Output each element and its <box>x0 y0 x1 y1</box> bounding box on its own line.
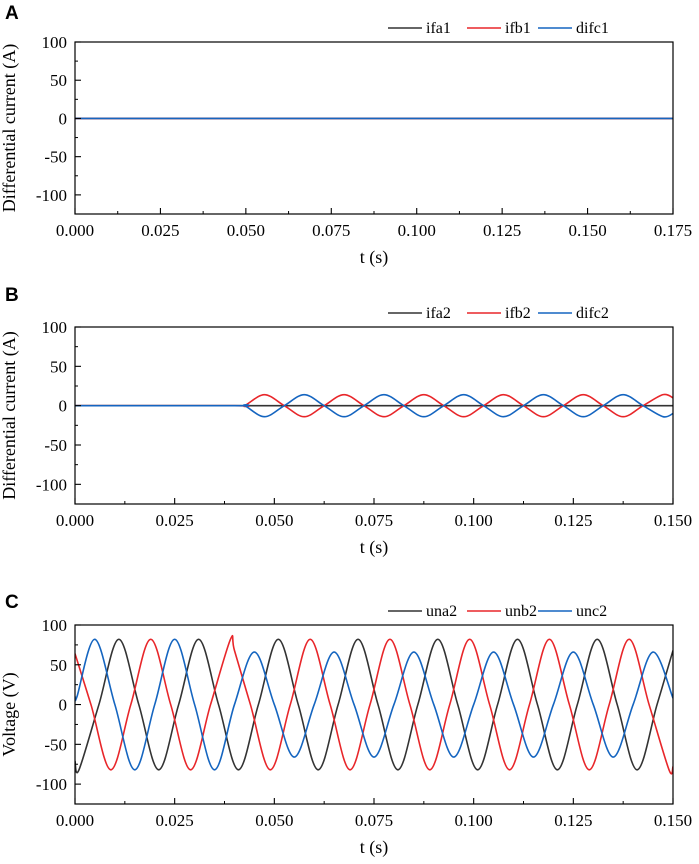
series-line-una2 <box>75 638 673 774</box>
plot-frame <box>74 41 674 215</box>
y-tick-label: 100 <box>42 318 68 337</box>
legend: ifa2 ifb2 difc2 <box>388 305 609 322</box>
x-tick-label: 0.050 <box>227 221 265 240</box>
legend-label-ifa1: ifa1 <box>426 20 451 37</box>
y-axis-title: Voltage (V) <box>0 672 20 756</box>
x-tick-label: 0.100 <box>398 221 436 240</box>
x-tick-label: 0.100 <box>455 511 493 530</box>
y-tick-label: 0 <box>59 696 68 715</box>
y-tick-label: 0 <box>59 109 68 128</box>
legend-label-ifb2: ifb2 <box>505 305 531 322</box>
series-line-difc2 <box>75 393 673 418</box>
chart-panel-b: B 0.000 0.025 0.050 0.075 0.100 0.125 0.150 100 5… <box>0 285 692 558</box>
chart-panel-c: C 0.000 0.025 0.050 0.075 0.100 0.125 0.150 100 5… <box>0 592 692 858</box>
x-tick-label: 0.125 <box>483 221 521 240</box>
legend-label-ifa2: ifa2 <box>426 305 451 322</box>
chart-panel-a: A 0.000 0.025 0.050 0.075 0.100 0.125 0.150 0.17… <box>0 3 692 268</box>
y-tick-label: -100 <box>36 775 67 794</box>
panel-letter: B <box>5 285 19 306</box>
x-tick-label: 0.150 <box>654 511 692 530</box>
x-tick-label: 0.025 <box>156 811 194 830</box>
plot-frame <box>74 326 674 505</box>
y-tick-label: -100 <box>36 475 67 494</box>
x-tick-label: 0.125 <box>554 511 592 530</box>
legend-label-una2: una2 <box>426 603 457 620</box>
x-tick-label: 0.050 <box>255 811 293 830</box>
series-line-unb2 <box>75 634 673 775</box>
x-tick-label: 0.075 <box>355 811 393 830</box>
series-group <box>75 393 673 418</box>
legend: ifa1 ifb1 difc1 <box>388 20 609 37</box>
x-tick-label: 0.075 <box>312 221 350 240</box>
y-tick-label: -50 <box>44 436 67 455</box>
legend-label-difc1: difc1 <box>576 20 609 37</box>
legend-label-unc2: unc2 <box>576 603 607 620</box>
x-tick-label: 0.050 <box>255 511 293 530</box>
legend-label-unb2: unb2 <box>505 603 537 620</box>
y-tick-label: -100 <box>36 186 67 205</box>
x-tick-label: 0.000 <box>56 221 94 240</box>
y-axis-title: Differential current (A) <box>0 44 20 213</box>
y-axis-title: Differential current (A) <box>0 331 20 500</box>
y-tick-label: 50 <box>50 71 67 90</box>
x-tick-label: 0.150 <box>654 811 692 830</box>
x-tick-label: 0.175 <box>654 221 692 240</box>
x-tick-label: 0.075 <box>355 511 393 530</box>
x-tick-label: 0.000 <box>56 511 94 530</box>
y-tick-label: 50 <box>50 357 67 376</box>
legend: una2 unb2 unc2 <box>388 603 607 620</box>
y-tick-label: 0 <box>59 397 68 416</box>
legend-label-difc2: difc2 <box>576 305 609 322</box>
x-tick-label: 0.125 <box>554 811 592 830</box>
y-tick-label: 50 <box>50 656 67 675</box>
panel-letter: C <box>5 592 19 613</box>
x-tick-label: 0.100 <box>455 811 493 830</box>
legend-label-ifb1: ifb1 <box>505 20 531 37</box>
panel-letter: A <box>5 3 19 24</box>
y-tick-label: 100 <box>42 33 68 52</box>
y-tick-label: -50 <box>44 735 67 754</box>
x-tick-label: 0.025 <box>156 511 194 530</box>
y-tick-label: -50 <box>44 148 67 167</box>
y-tick-label: 100 <box>42 616 68 635</box>
x-axis-title: t (s) <box>360 837 389 858</box>
x-tick-label: 0.150 <box>568 221 606 240</box>
x-tick-label: 0.025 <box>141 221 179 240</box>
series-group <box>75 634 673 775</box>
x-axis-title: t (s) <box>360 537 389 558</box>
x-axis-title: t (s) <box>360 247 389 268</box>
plot-frame <box>74 624 674 805</box>
x-tick-label: 0.000 <box>56 811 94 830</box>
series-line-unc2 <box>75 638 673 771</box>
